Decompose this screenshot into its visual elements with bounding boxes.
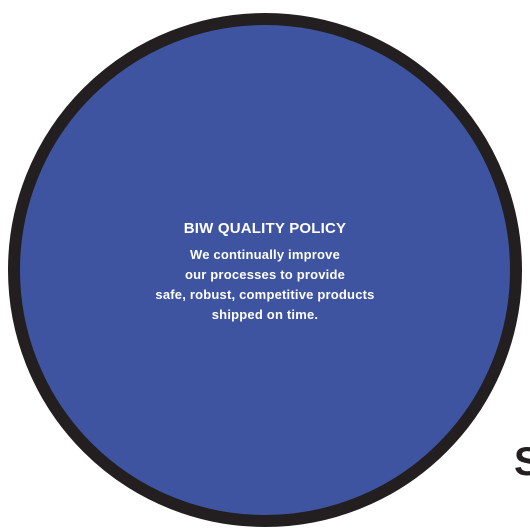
cropped-edge-text: S (514, 440, 530, 484)
policy-line: our processes to provide (184, 267, 346, 282)
policy-title: BIW QUALITY POLICY (183, 220, 347, 237)
policy-line: shipped on time. (211, 307, 319, 322)
quality-policy-block: BIW QUALITY POLICY We continually improv… (8, 220, 522, 325)
policy-line: We continually improve (189, 247, 341, 262)
policy-line: safe, robust, competitive products (155, 287, 375, 302)
